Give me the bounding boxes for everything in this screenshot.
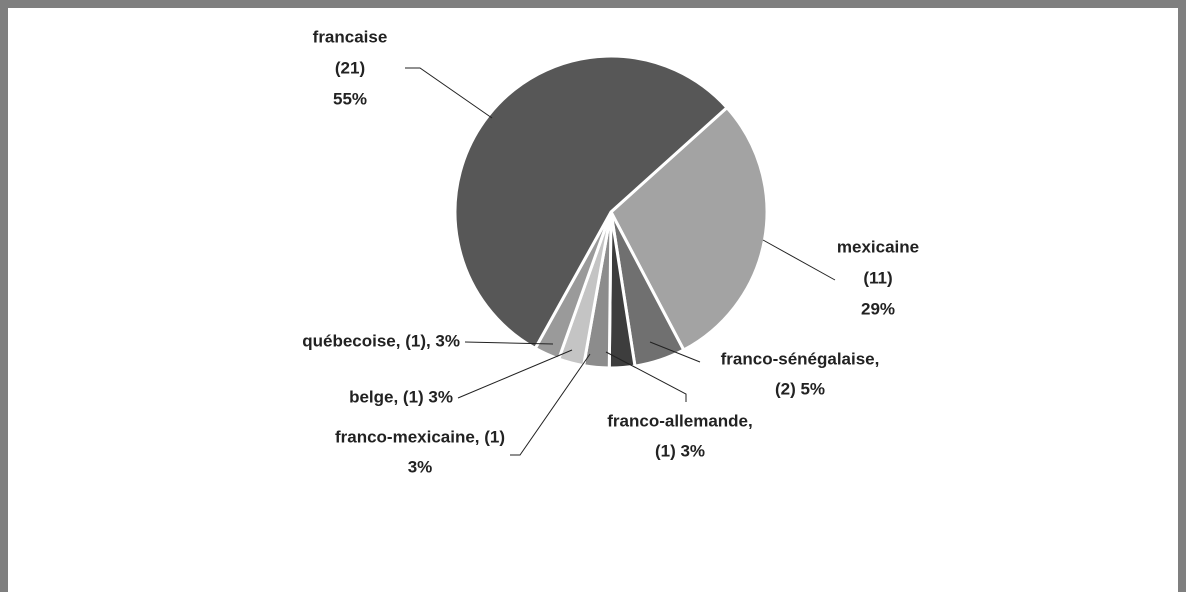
- data-label: francaise: [313, 27, 388, 46]
- pie-slice: [453, 54, 730, 351]
- data-label: québecoise, (1), 3%: [302, 331, 460, 350]
- leader-line: [405, 67, 493, 119]
- data-label: (2) 5%: [775, 379, 825, 398]
- leader-line: [464, 341, 554, 345]
- data-label: 55%: [333, 89, 367, 108]
- data-label: 3%: [408, 457, 433, 476]
- data-label: franco-mexicaine, (1): [335, 427, 505, 446]
- leader-line: [605, 351, 687, 402]
- data-label: (1) 3%: [655, 441, 705, 460]
- data-label: franco-sénégalaise,: [721, 349, 880, 368]
- data-label: mexicaine: [837, 237, 919, 256]
- data-label: (21): [335, 58, 365, 77]
- pie-slice: [609, 105, 769, 353]
- leader-line: [762, 239, 836, 281]
- leader-line: [649, 341, 701, 363]
- data-label: 29%: [861, 299, 895, 318]
- leader-line: [510, 353, 591, 456]
- data-label: (11): [863, 268, 892, 287]
- data-label: belge, (1) 3%: [349, 387, 453, 406]
- leader-line: [457, 349, 573, 399]
- data-label: franco-allemande,: [607, 411, 753, 430]
